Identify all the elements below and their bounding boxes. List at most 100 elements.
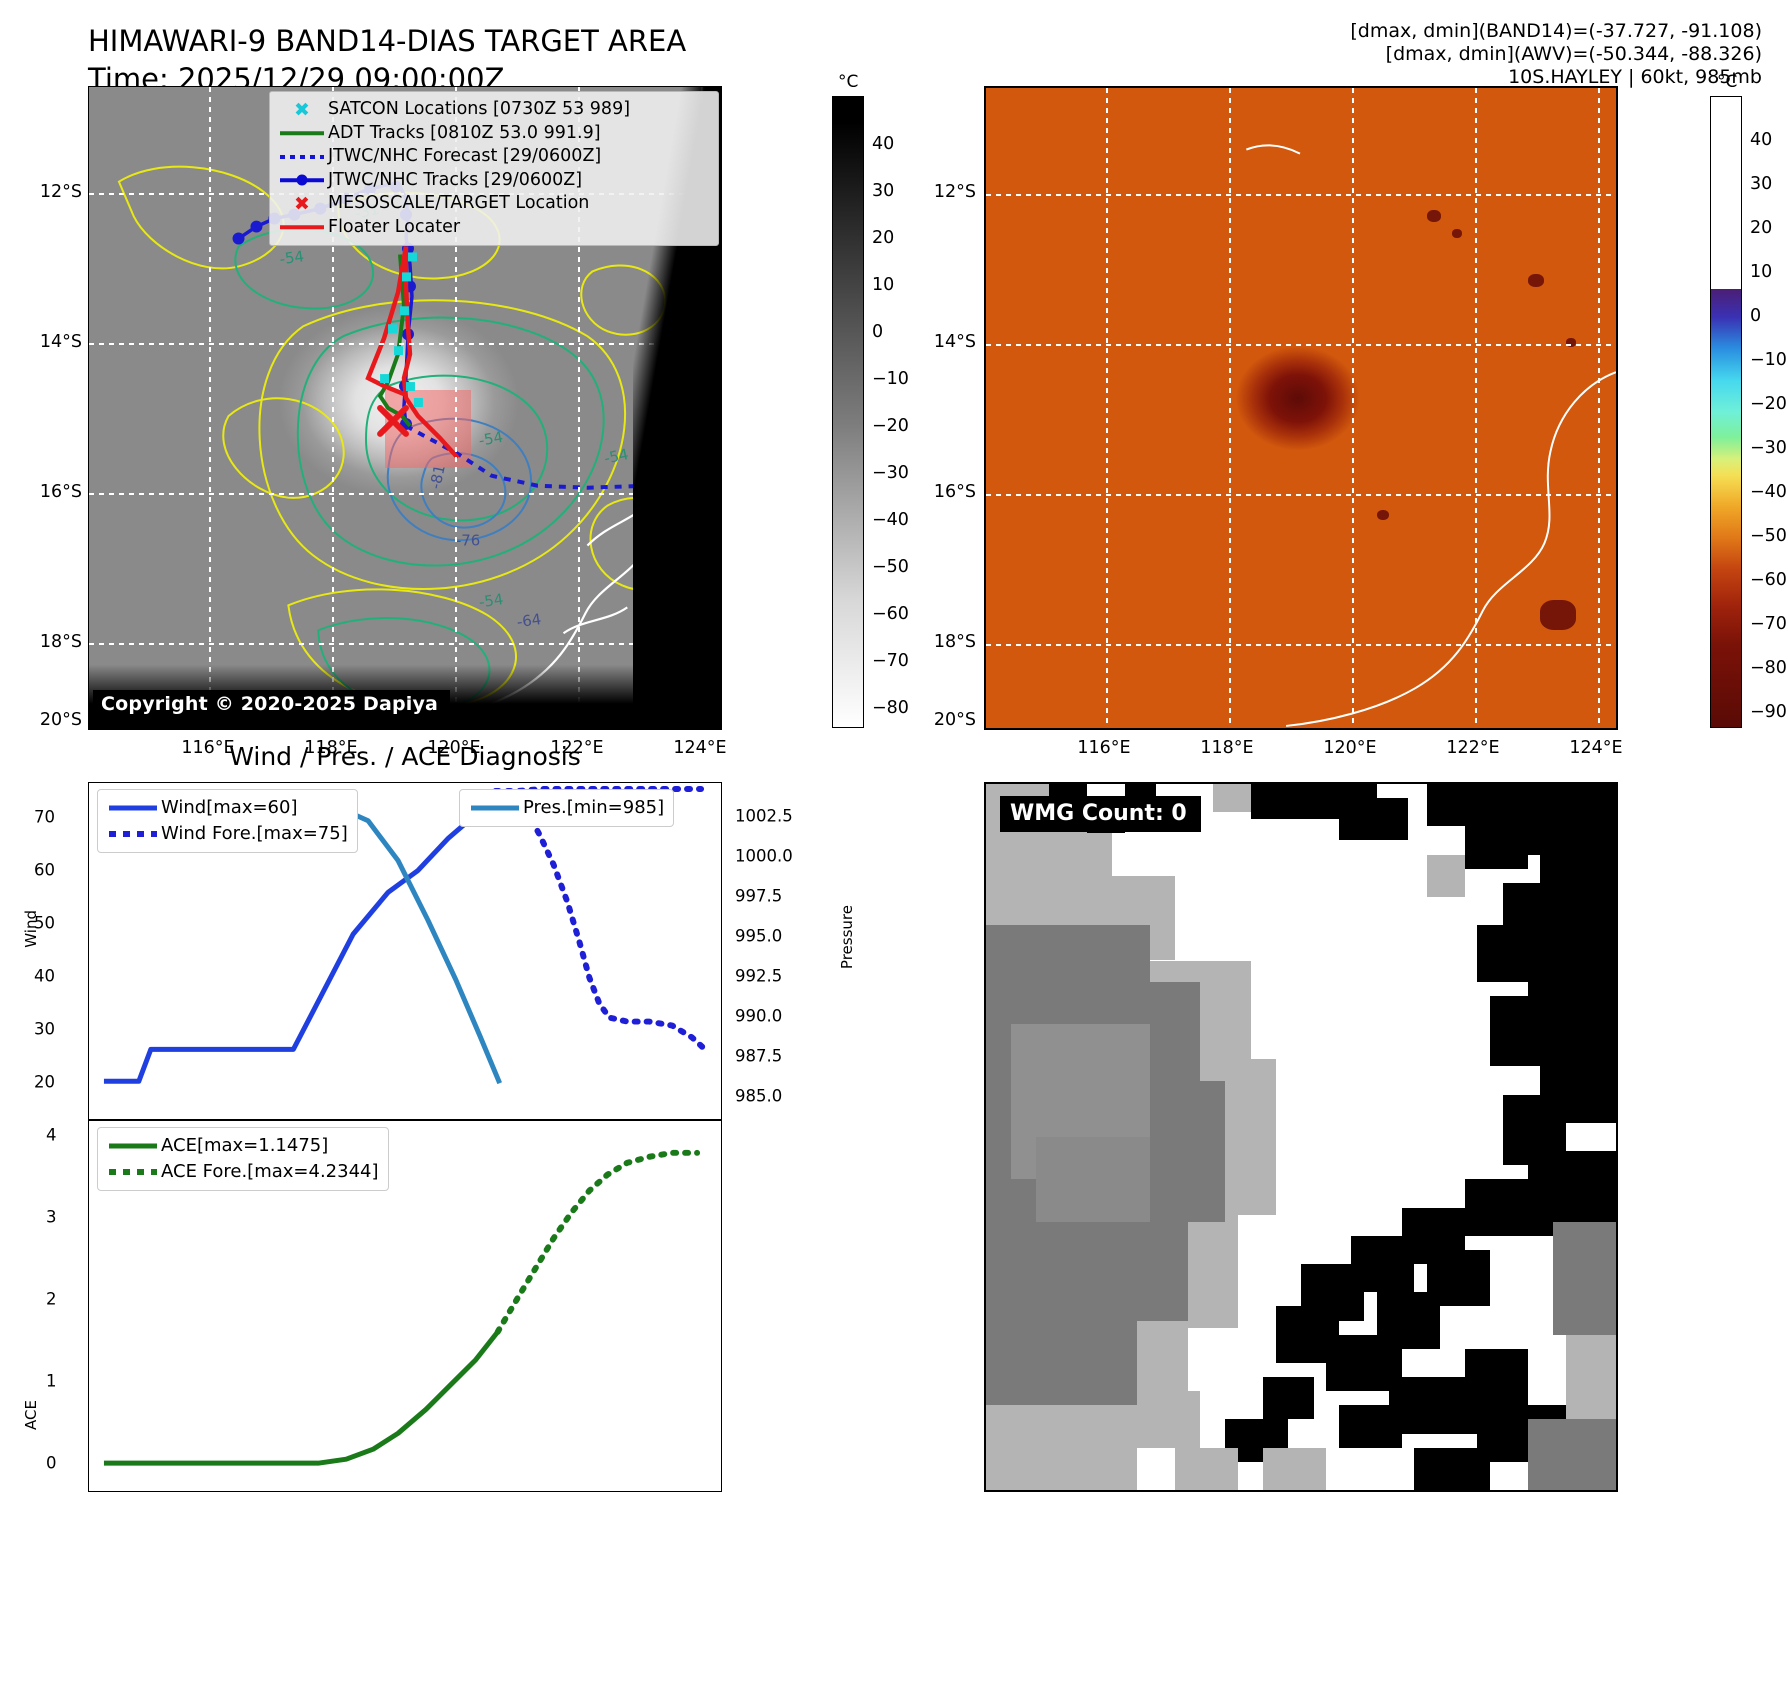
legend-label: ACE[max=1.1475] (161, 1135, 329, 1156)
cb-tick: 20 (1750, 218, 1773, 238)
cb-tick: 30 (1750, 174, 1773, 194)
wind-chart-legend: Wind[max=60] Wind Fore.[max=75] (97, 789, 358, 853)
cb-tick: 10 (1750, 262, 1773, 282)
wind-line-icon (107, 798, 161, 818)
legend-item-ace-forecast: ACE Fore.[max=4.2344] (107, 1159, 379, 1185)
adt-line-icon (276, 122, 328, 144)
wind-forecast-dotted-icon (107, 824, 161, 844)
lat-tick: 12°S (39, 182, 82, 202)
ace-plot (103, 1149, 701, 1466)
svg-text:-54: -54 (477, 428, 504, 450)
satcon-x-icon: ✖ (294, 98, 310, 121)
legend-label: JTWC/NHC Tracks [29/0600Z] (328, 169, 583, 190)
legend-label: ADT Tracks [0810Z 53.0 991.9] (328, 122, 601, 143)
legend-item-mesoscale: ✖ MESOSCALE/TARGET Location (276, 192, 710, 216)
lat-tick: 20°S (39, 710, 82, 730)
lon-tick: 122°E (1446, 738, 1500, 758)
cb-tick: −50 (1750, 526, 1787, 546)
cb-tick: −10 (1750, 350, 1787, 370)
coastline-overlay (1245, 144, 1616, 727)
enhanced-ir-map[interactable] (984, 86, 1618, 730)
diagnosis-title: Wind / Pres. / ACE Diagnosis (229, 742, 581, 771)
svg-text:-54: -54 (278, 247, 305, 268)
legend-item-satcon: ✖ SATCON Locations [0730Z 53 989] (276, 98, 710, 122)
ace-chart-legend: ACE[max=1.1475] ACE Fore.[max=4.2344] (97, 1127, 389, 1191)
title-text: HIMAWARI-9 BAND14-DIAS TARGET AREA (88, 24, 687, 58)
cb-tick: −70 (1750, 614, 1787, 634)
cb-tick: 20 (872, 228, 895, 248)
cb-tick: −50 (872, 557, 909, 577)
header-info: [dmax, dmin](BAND14)=(-37.727, -91.108) … (1350, 20, 1762, 89)
legend-label: Floater Locater (328, 216, 461, 237)
legend-item-jtwc-tracks: JTWC/NHC Tracks [29/0600Z] (276, 169, 710, 193)
lat-tick: 20°S (933, 710, 976, 730)
lon-tick: 122°E (550, 738, 604, 758)
legend-item-adt: ADT Tracks [0810Z 53.0 991.9] (276, 122, 710, 146)
cb-tick: −30 (872, 463, 909, 483)
copyright-notice: Copyright © 2020-2025 Dapiya (93, 690, 451, 719)
legend-label: MESOSCALE/TARGET Location (328, 193, 590, 213)
lon-tick: 118°E (304, 738, 358, 758)
colorbar-gradient (1710, 96, 1742, 728)
cb-tick: −20 (872, 416, 909, 436)
ace-forecast-dotted-icon (107, 1162, 161, 1182)
cb-tick: −40 (872, 510, 909, 530)
wmg-count-badge: WMG Count: 0 (1000, 796, 1201, 832)
lat-tick: 18°S (933, 632, 976, 652)
cb-tick: −10 (872, 369, 909, 389)
floater-line-icon (276, 216, 328, 238)
svg-text:-54: -54 (478, 590, 505, 611)
lat-tick: 14°S (933, 332, 976, 352)
cb-tick: 0 (1750, 306, 1762, 326)
lon-tick: 124°E (673, 738, 727, 758)
legend-label: ACE Fore.[max=4.2344] (161, 1161, 379, 1182)
tracks-line-dot-icon (276, 169, 328, 191)
legend-label: Wind[max=60] (161, 797, 298, 818)
legend-item-jtwc-forecast: JTWC/NHC Forecast [29/0600Z] (276, 145, 710, 169)
mesoscale-x-icon: ✖ (294, 192, 310, 215)
storm-summary: 10S.HAYLEY | 60kt, 985mb (1508, 66, 1762, 88)
lat-tick: 16°S (933, 482, 976, 502)
legend-item-pressure: Pres.[min=985] (469, 795, 664, 821)
cb-tick: 40 (1750, 130, 1773, 150)
cb-tick: 0 (872, 322, 884, 342)
dmax-dmin-awv: [dmax, dmin](AWV)=(-50.344, -88.326) (1385, 43, 1762, 65)
legend-label: SATCON Locations [0730Z 53 989] (328, 99, 631, 119)
svg-text:-81: -81 (426, 463, 449, 491)
lat-tick: 14°S (39, 332, 82, 352)
cb-tick: 30 (872, 181, 895, 201)
legend-item-wind: Wind[max=60] (107, 795, 348, 821)
map-legend: ✖ SATCON Locations [0730Z 53 989] ADT Tr… (269, 91, 719, 246)
cb-tick: −40 (1750, 482, 1787, 502)
lat-tick: 12°S (933, 182, 976, 202)
ace-line-icon (107, 1136, 161, 1156)
cb-tick: −70 (872, 651, 909, 671)
lat-tick: 18°S (39, 632, 82, 652)
legend-label: Wind Fore.[max=75] (161, 823, 348, 844)
lon-tick: 120°E (1323, 738, 1377, 758)
ir-band14-map[interactable]: -54 -54 -54 -54 -31 -81 -76 -64 (88, 86, 722, 730)
wmg-map[interactable]: WMG Count: 0 (984, 782, 1618, 1492)
cb-tick: −60 (872, 604, 909, 624)
cb-tick: −80 (1750, 658, 1787, 678)
pressure-line-icon (469, 798, 523, 818)
dmax-dmin-band14: [dmax, dmin](BAND14)=(-37.727, -91.108) (1350, 20, 1762, 42)
ace-chart[interactable]: ACE[max=1.1475] ACE Fore.[max=4.2344] (88, 1120, 722, 1492)
lon-tick: 116°E (181, 738, 235, 758)
cb-tick: −90 (1750, 702, 1787, 722)
cb-tick: 10 (872, 275, 895, 295)
forecast-dotted-icon (276, 146, 328, 168)
wind-pressure-chart[interactable]: Wind[max=60] Wind Fore.[max=75] Pres.[mi… (88, 782, 722, 1120)
pressure-chart-legend: Pres.[min=985] (459, 789, 675, 827)
colorbar-gradient (832, 96, 864, 728)
svg-text:-64: -64 (516, 610, 543, 631)
legend-label: Pres.[min=985] (523, 797, 665, 818)
legend-label: JTWC/NHC Forecast [29/0600Z] (328, 146, 602, 166)
svg-text:-54: -54 (602, 445, 630, 468)
lon-tick: 120°E (427, 738, 481, 758)
cb-tick: −60 (1750, 570, 1787, 590)
lat-tick: 16°S (39, 482, 82, 502)
lon-tick: 118°E (1200, 738, 1254, 758)
cb-tick: −80 (872, 698, 909, 718)
legend-item-wind-forecast: Wind Fore.[max=75] (107, 821, 348, 847)
